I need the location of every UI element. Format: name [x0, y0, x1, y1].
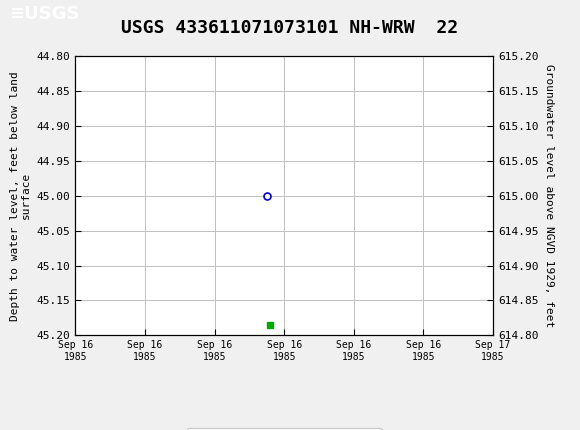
Y-axis label: Depth to water level, feet below land
surface: Depth to water level, feet below land su…: [10, 71, 31, 320]
Y-axis label: Groundwater level above NGVD 1929, feet: Groundwater level above NGVD 1929, feet: [544, 64, 554, 327]
Text: USGS 433611071073101 NH-WRW  22: USGS 433611071073101 NH-WRW 22: [121, 18, 459, 37]
Text: ≡USGS: ≡USGS: [9, 5, 79, 23]
Legend: Period of approved data: Period of approved data: [187, 428, 382, 430]
